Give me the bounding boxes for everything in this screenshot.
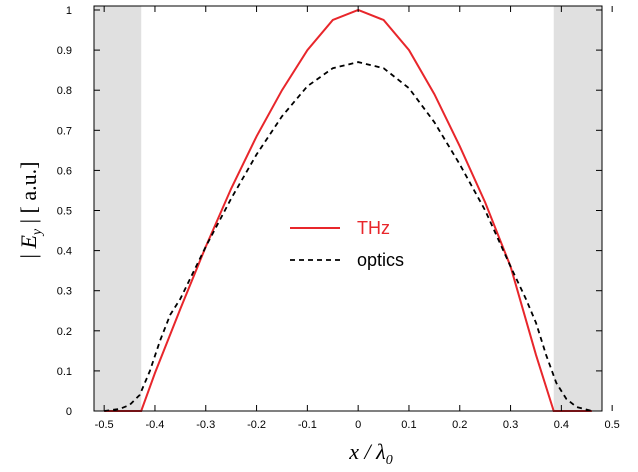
x-tick-label: 0.3	[503, 419, 518, 431]
y-tick-label: 0.5	[57, 206, 72, 218]
y-tick-label: 1	[66, 5, 72, 17]
x-tick-label: -0.4	[145, 419, 164, 431]
plot-frame	[93, 5, 603, 412]
x-axis-label: x / λ0	[348, 439, 392, 468]
y-tick-label: 0.4	[57, 246, 72, 258]
series-line-thz	[104, 8, 592, 412]
legend: THz optics	[290, 218, 404, 270]
x-tick-label: -0.2	[247, 419, 266, 431]
tick-layer: -0.5 -0.4 -0.3 -0.2 -0.1 0 0.1 0.2 0.3 0.4 0.5 0 0.1…	[57, 5, 620, 431]
x-tick-label: 0.4	[554, 419, 569, 431]
x-tick-label: -0.3	[196, 419, 215, 431]
shaded-regions	[94, 6, 602, 411]
legend-label-optics: optics	[357, 250, 404, 270]
shaded-region-0	[94, 6, 142, 411]
y-tick-label: 0.8	[57, 85, 72, 97]
x-tick-label: 0	[355, 419, 361, 431]
legend-label-thz: THz	[357, 218, 390, 238]
x-tick-label: 0.2	[452, 419, 467, 431]
y-tick-label: 0.7	[57, 125, 72, 137]
x-tick-label: -0.5	[95, 419, 114, 431]
shaded-region-1	[553, 6, 602, 411]
y-tick-label: 0.6	[57, 165, 72, 177]
x-tick-label: 0.1	[401, 419, 416, 431]
y-tick-label: 0	[66, 406, 72, 418]
y-tick-label: 0.2	[57, 326, 72, 338]
series-line-optics	[104, 61, 593, 412]
x-tick-label: -0.1	[298, 419, 317, 431]
y-axis-label: | Ey | [ a.u.]	[16, 162, 45, 259]
y-tick-label: 0.9	[57, 45, 72, 57]
y-tick-label: 0.3	[57, 286, 72, 298]
y-tick-label: 0.1	[57, 366, 72, 378]
series-layer	[104, 8, 593, 412]
x-tick-label: 0.5	[605, 419, 620, 431]
